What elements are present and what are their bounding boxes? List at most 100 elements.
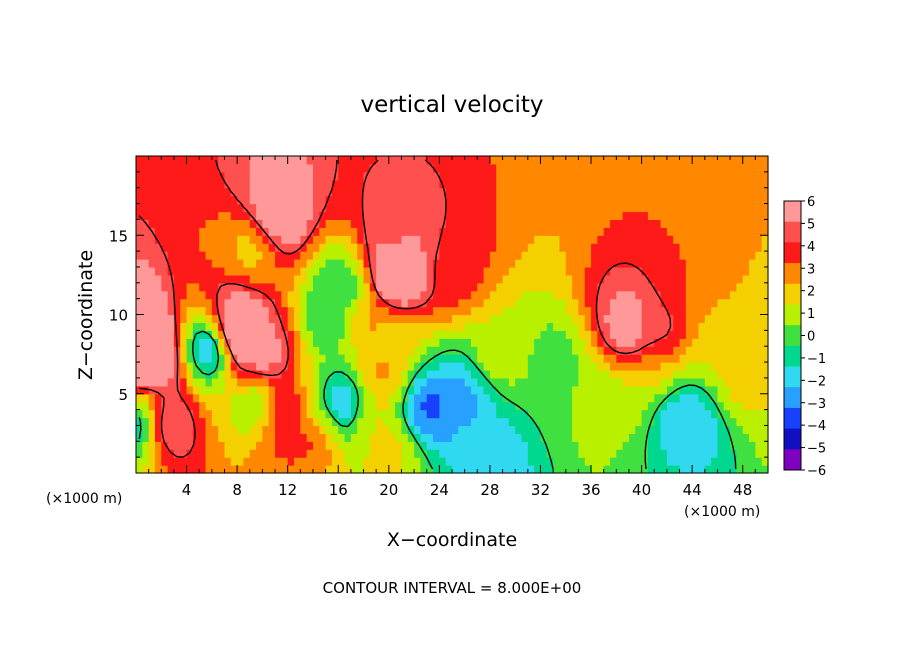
field-cell: [704, 449, 712, 458]
field-cell: [173, 409, 181, 419]
field-cell: [262, 433, 270, 442]
field-cell: [540, 211, 548, 220]
field-cell: [711, 385, 719, 395]
field-cell: [452, 338, 459, 347]
field-cell: [306, 314, 314, 324]
field-cell: [249, 179, 257, 189]
field-cell: [294, 401, 301, 411]
field-cell: [673, 441, 681, 450]
field-cell: [376, 187, 384, 197]
field-cell: [736, 377, 744, 387]
field-cell: [230, 251, 238, 260]
field-cell: [407, 163, 415, 173]
field-cell: [591, 465, 598, 474]
field-cell: [635, 171, 643, 181]
field-cell: [199, 227, 207, 236]
field-cell: [388, 274, 396, 284]
field-cell: [704, 401, 712, 411]
field-cell: [148, 306, 156, 316]
field-cell: [331, 163, 339, 173]
field-cell: [597, 282, 605, 292]
field-cell: [268, 219, 276, 228]
field-cell: [666, 243, 674, 252]
field-cell: [369, 306, 377, 316]
field-cell: [692, 330, 700, 339]
field-cell: [173, 235, 181, 244]
field-cell: [660, 211, 668, 220]
field-cell: [388, 203, 396, 213]
field-cell: [565, 171, 573, 181]
field-cell: [414, 171, 421, 181]
field-cell: [578, 409, 586, 419]
field-cell: [515, 219, 523, 228]
field-cell: [161, 290, 169, 300]
field-cell: [584, 346, 592, 355]
field-cell: [369, 385, 377, 395]
field-cell: [382, 377, 390, 387]
field-cell: [527, 266, 535, 276]
field-cell: [489, 171, 497, 181]
field-cell: [730, 163, 737, 173]
field-cell: [312, 441, 320, 450]
field-cell: [205, 282, 213, 292]
field-cell: [218, 338, 226, 347]
field-cell: [477, 259, 485, 268]
field-cell: [527, 425, 535, 434]
field-cell: [534, 330, 542, 339]
field-cell: [186, 211, 194, 220]
field-cell: [300, 377, 308, 387]
field-cell: [205, 441, 213, 450]
field-cell: [546, 243, 554, 252]
field-cell: [521, 203, 529, 213]
field-cell: [357, 330, 365, 339]
field-cell: [755, 433, 763, 442]
field-cell: [205, 156, 213, 165]
field-cell: [363, 441, 371, 450]
field-cell: [395, 243, 403, 252]
field-cell: [186, 179, 194, 189]
field-cell: [294, 330, 301, 339]
field-cell: [742, 441, 750, 450]
field-cell: [572, 171, 579, 181]
field-cell: [287, 211, 295, 220]
field-cell: [597, 401, 605, 411]
field-cell: [647, 203, 655, 213]
field-cell: [572, 306, 579, 316]
field-cell: [521, 354, 529, 363]
field-cell: [458, 465, 466, 474]
field-cell: [578, 227, 586, 236]
field-cell: [136, 346, 143, 355]
field-cell: [445, 465, 453, 474]
field-cell: [249, 354, 257, 363]
field-cell: [325, 211, 333, 220]
field-cell: [268, 163, 276, 173]
field-cell: [426, 401, 434, 411]
field-cell: [414, 409, 421, 419]
field-cell: [603, 465, 611, 474]
field-cell: [180, 425, 188, 434]
field-cell: [192, 171, 200, 181]
field-cell: [294, 163, 301, 173]
field-cell: [218, 385, 226, 395]
field-cell: [711, 298, 719, 308]
field-cell: [249, 433, 257, 442]
field-cell: [433, 266, 440, 276]
field-cell: [584, 203, 592, 213]
field-cell: [483, 306, 491, 316]
field-cell: [483, 433, 491, 442]
field-cell: [515, 203, 523, 213]
field-cell: [426, 322, 434, 331]
field-cell: [458, 330, 466, 339]
field-cell: [407, 306, 415, 316]
field-cell: [610, 346, 617, 355]
field-cell: [388, 369, 396, 379]
field-cell: [584, 330, 592, 339]
field-cell: [704, 338, 712, 347]
field-cell: [610, 266, 617, 276]
field-cell: [654, 385, 662, 395]
field-cell: [641, 195, 649, 205]
field-cell: [312, 282, 320, 292]
field-cell: [439, 306, 447, 316]
field-cell: [401, 156, 409, 165]
field-cell: [199, 409, 207, 419]
